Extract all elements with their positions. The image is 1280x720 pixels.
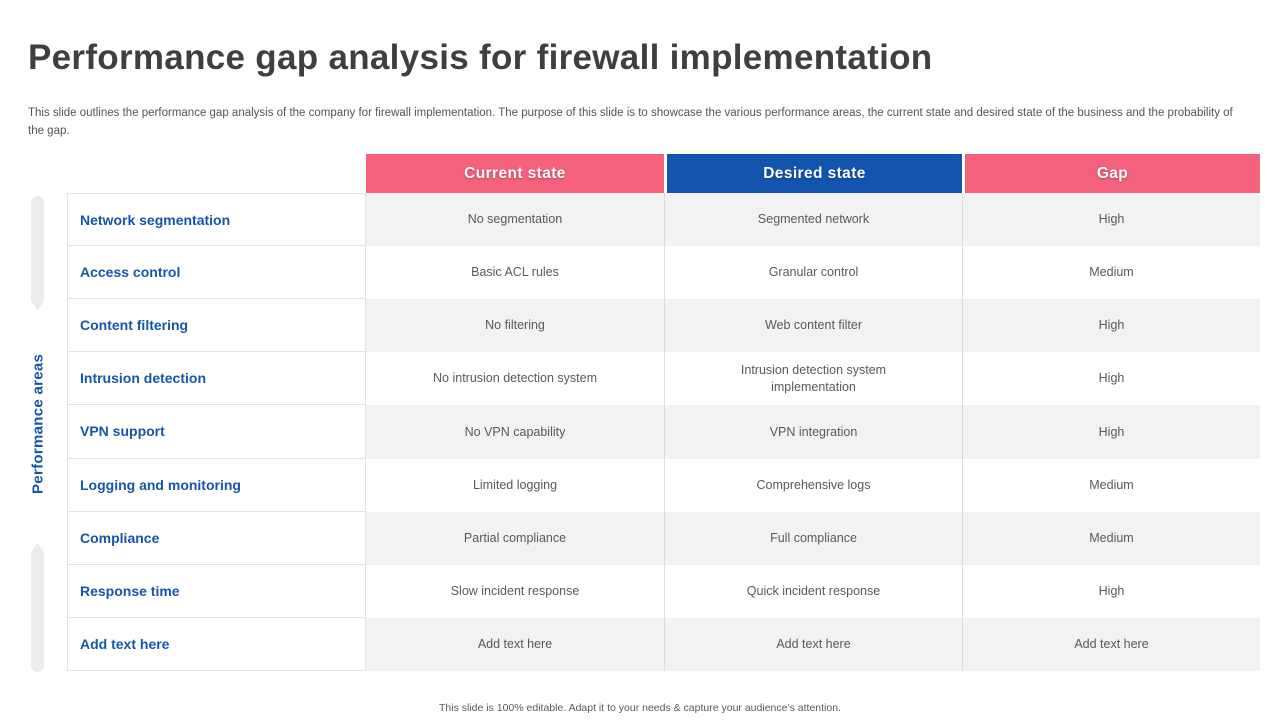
gap-cell[interactable]: Add text here	[962, 617, 1260, 671]
current-state-cell[interactable]: No intrusion detection system	[366, 352, 664, 406]
row-label[interactable]: Access control	[67, 246, 366, 300]
row-label[interactable]: Response time	[67, 564, 366, 618]
desired-state-cell[interactable]: VPN integration	[664, 405, 962, 459]
current-state-cell[interactable]: No segmentation	[366, 193, 664, 247]
row-label[interactable]: Add text here	[67, 617, 366, 671]
gap-cell[interactable]: Medium	[962, 511, 1260, 565]
gap-cell[interactable]: Medium	[962, 246, 1260, 300]
gap-cell[interactable]: High	[962, 405, 1260, 459]
current-state-cell[interactable]: Limited logging	[366, 458, 664, 512]
gap-cell[interactable]: High	[962, 564, 1260, 618]
desired-state-cell[interactable]: Full compliance	[664, 511, 962, 565]
footer-note: This slide is 100% editable. Adapt it to…	[439, 702, 841, 714]
gap-cell[interactable]: High	[962, 299, 1260, 353]
current-state-cell[interactable]: Add text here	[366, 617, 664, 671]
desired-state-cell[interactable]: Add text here	[664, 617, 962, 671]
axis-bar-bottom	[31, 543, 44, 672]
current-state-cell[interactable]: No VPN capability	[366, 405, 664, 459]
gap-analysis-table: Current state Desired state Gap Network …	[67, 154, 1260, 671]
current-state-cell[interactable]: No filtering	[366, 299, 664, 353]
gap-cell[interactable]: High	[962, 352, 1260, 406]
row-label[interactable]: Logging and monitoring	[67, 458, 366, 512]
current-state-cell[interactable]: Basic ACL rules	[366, 246, 664, 300]
desired-state-cell[interactable]: Segmented network	[664, 193, 962, 247]
column-header-desired-state[interactable]: Desired state	[664, 154, 962, 193]
current-state-cell[interactable]: Partial compliance	[366, 511, 664, 565]
column-header-gap[interactable]: Gap	[962, 154, 1260, 193]
desired-state-cell[interactable]: Web content filter	[664, 299, 962, 353]
table-corner-cell	[67, 154, 366, 193]
desired-state-cell[interactable]: Intrusion detection system implementatio…	[664, 352, 962, 406]
column-header-current-state[interactable]: Current state	[366, 154, 664, 193]
gap-cell[interactable]: High	[962, 193, 1260, 247]
row-label[interactable]: Intrusion detection	[67, 352, 366, 406]
current-state-cell[interactable]: Slow incident response	[366, 564, 664, 618]
row-label[interactable]: Compliance	[67, 511, 366, 565]
desired-state-cell[interactable]: Comprehensive logs	[664, 458, 962, 512]
row-label[interactable]: Network segmentation	[67, 193, 366, 247]
page-title: Performance gap analysis for firewall im…	[28, 38, 933, 77]
row-label[interactable]: Content filtering	[67, 299, 366, 353]
performance-areas-label: Performance areas	[29, 353, 47, 495]
desired-state-cell[interactable]: Granular control	[664, 246, 962, 300]
slide-description: This slide outlines the performance gap …	[28, 107, 1233, 138]
gap-cell[interactable]: Medium	[962, 458, 1260, 512]
axis-bar-top	[31, 196, 44, 310]
desired-state-cell[interactable]: Quick incident response	[664, 564, 962, 618]
row-label[interactable]: VPN support	[67, 405, 366, 459]
